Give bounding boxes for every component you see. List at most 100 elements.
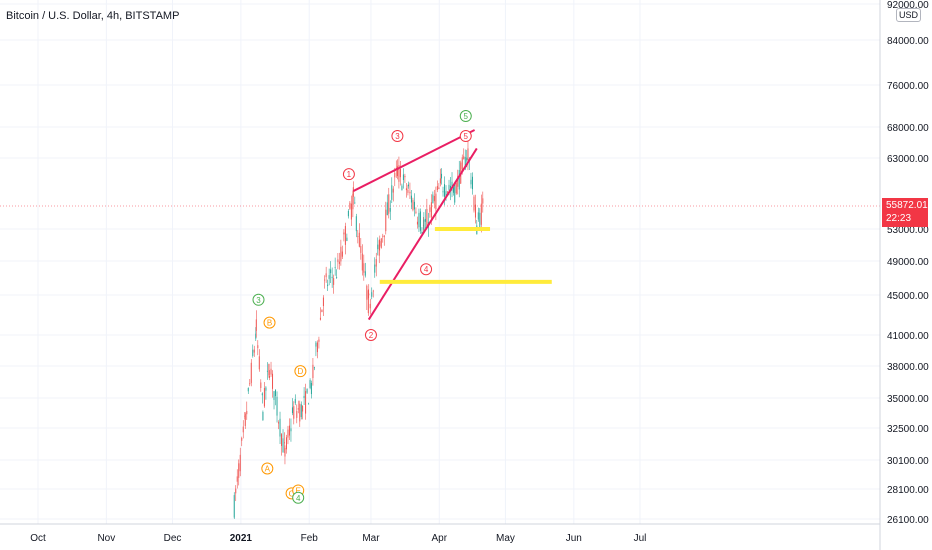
- y-tick-label: 35000.00: [887, 394, 929, 405]
- wave-label-1: 1: [342, 168, 355, 181]
- candle-body: [402, 174, 404, 181]
- currency-badge[interactable]: USD: [896, 8, 922, 22]
- candle-body: [421, 231, 423, 234]
- candle-body: [242, 426, 244, 433]
- candle-body: [416, 221, 418, 225]
- candle-body: [404, 175, 406, 178]
- wave-circle: [263, 316, 276, 329]
- candle-body: [284, 442, 286, 444]
- candle-body: [377, 244, 379, 250]
- candle-body: [284, 447, 286, 457]
- candle-body: [300, 404, 302, 418]
- candle-body: [297, 408, 299, 410]
- candle-body: [479, 212, 481, 228]
- wave-text: B: [267, 319, 272, 328]
- candle-body: [279, 418, 281, 437]
- candle-body: [471, 176, 473, 190]
- y-tick-label: 30100.00: [887, 456, 929, 467]
- candle-body: [263, 388, 265, 407]
- candle-body: [405, 188, 407, 191]
- candle-body: [352, 193, 354, 210]
- candle-body: [461, 157, 463, 170]
- candle-body: [394, 172, 396, 178]
- candle-body: [306, 388, 308, 393]
- candle-body: [305, 391, 307, 414]
- wave-text: C: [289, 489, 295, 498]
- candle-body: [409, 191, 411, 194]
- candle-body: [367, 290, 369, 314]
- candle-body: [241, 437, 243, 441]
- wave-label-B: B: [263, 316, 276, 329]
- candle-body: [447, 191, 449, 193]
- x-tick-label: Apr: [432, 533, 448, 544]
- candle-body: [347, 210, 349, 217]
- candle-body: [255, 319, 257, 331]
- candle-body: [360, 245, 362, 253]
- y-tick-label: 63000.00: [887, 154, 929, 165]
- candle-body: [433, 195, 435, 202]
- candle-body: [273, 391, 275, 401]
- candle-body: [257, 345, 259, 349]
- candle-body: [294, 399, 296, 404]
- candle-body: [375, 259, 377, 267]
- candle-body: [357, 236, 359, 238]
- candle-body: [444, 184, 446, 197]
- wave-label-2: 2: [364, 329, 377, 341]
- candle-body: [453, 187, 455, 193]
- wave-circle: [252, 293, 265, 306]
- candle-body: [412, 199, 414, 211]
- candle-body: [252, 349, 254, 356]
- y-tick-label: 76000.00: [887, 81, 929, 92]
- candle-body: [432, 194, 434, 204]
- candle-body: [458, 169, 460, 190]
- candle-body: [477, 212, 479, 220]
- candle-body: [383, 235, 385, 238]
- y-tick-label: 32500.00: [887, 424, 929, 435]
- wave-circle: [294, 365, 307, 378]
- candle-body: [470, 179, 472, 185]
- candle-body: [250, 362, 252, 383]
- candle-body: [233, 495, 235, 518]
- candle-body: [346, 237, 348, 241]
- candle-body: [369, 303, 371, 309]
- wave-text: 1: [347, 170, 352, 179]
- y-tick-label: 41000.00: [887, 331, 929, 342]
- candle-body: [316, 342, 318, 353]
- candle-body: [438, 187, 440, 190]
- candle-body: [349, 202, 351, 209]
- candle-body: [312, 364, 314, 379]
- candle-body: [262, 412, 264, 421]
- wave-text: 2: [369, 331, 374, 340]
- x-tick-label: May: [496, 533, 515, 544]
- candle-body: [358, 232, 360, 247]
- candle-body: [253, 349, 255, 353]
- y-tick-label: 26100.00: [887, 515, 929, 526]
- candle-body: [396, 166, 398, 177]
- wave-text: 4: [296, 494, 301, 503]
- candle-body: [290, 428, 292, 432]
- x-tick-label: Nov: [97, 533, 115, 544]
- x-tick-label: Oct: [30, 533, 46, 544]
- candle-body: [255, 333, 257, 339]
- candle-body: [309, 380, 311, 388]
- candle-body: [337, 259, 339, 263]
- x-tick-label: Dec: [164, 533, 182, 544]
- candles: [233, 139, 484, 519]
- candle-body: [350, 203, 352, 220]
- candle-body: [368, 293, 370, 296]
- candle-body: [235, 488, 237, 494]
- candle-body: [474, 204, 476, 218]
- candle-body: [426, 209, 428, 227]
- candle-body: [321, 309, 323, 313]
- candle-body: [282, 438, 284, 453]
- candle-body: [435, 193, 437, 210]
- y-tick-label: 45000.00: [887, 291, 929, 302]
- y-tick-label: 53000.00: [887, 225, 929, 236]
- candle-body: [313, 367, 315, 369]
- candle-body: [372, 290, 374, 292]
- grid: [0, 0, 880, 524]
- candle-body: [463, 156, 465, 160]
- last-price-value: 55872.01: [886, 200, 928, 211]
